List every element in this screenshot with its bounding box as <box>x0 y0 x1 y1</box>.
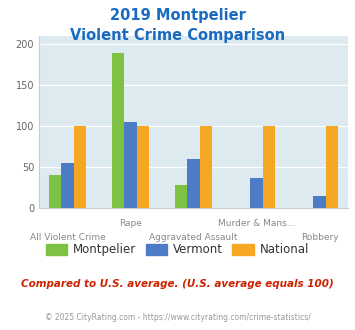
Bar <box>250 178 263 208</box>
Bar <box>313 196 326 208</box>
Bar <box>175 185 187 208</box>
Bar <box>49 175 61 208</box>
Bar <box>111 53 124 208</box>
Bar <box>187 159 200 208</box>
Text: © 2025 CityRating.com - https://www.cityrating.com/crime-statistics/: © 2025 CityRating.com - https://www.city… <box>45 314 310 322</box>
Text: Robbery: Robbery <box>301 233 338 242</box>
Text: All Violent Crime: All Violent Crime <box>29 233 105 242</box>
Bar <box>124 122 137 208</box>
Text: Murder & Mans...: Murder & Mans... <box>218 219 295 228</box>
Text: Compared to U.S. average. (U.S. average equals 100): Compared to U.S. average. (U.S. average … <box>21 279 334 289</box>
Legend: Montpelier, Vermont, National: Montpelier, Vermont, National <box>41 239 314 261</box>
Text: 2019 Montpelier: 2019 Montpelier <box>110 8 245 23</box>
Text: Rape: Rape <box>119 219 142 228</box>
Text: Aggravated Assault: Aggravated Assault <box>149 233 238 242</box>
Bar <box>200 126 212 208</box>
Bar <box>74 126 86 208</box>
Text: Violent Crime Comparison: Violent Crime Comparison <box>70 28 285 43</box>
Bar <box>61 163 74 208</box>
Bar <box>326 126 338 208</box>
Bar <box>263 126 275 208</box>
Bar <box>137 126 149 208</box>
